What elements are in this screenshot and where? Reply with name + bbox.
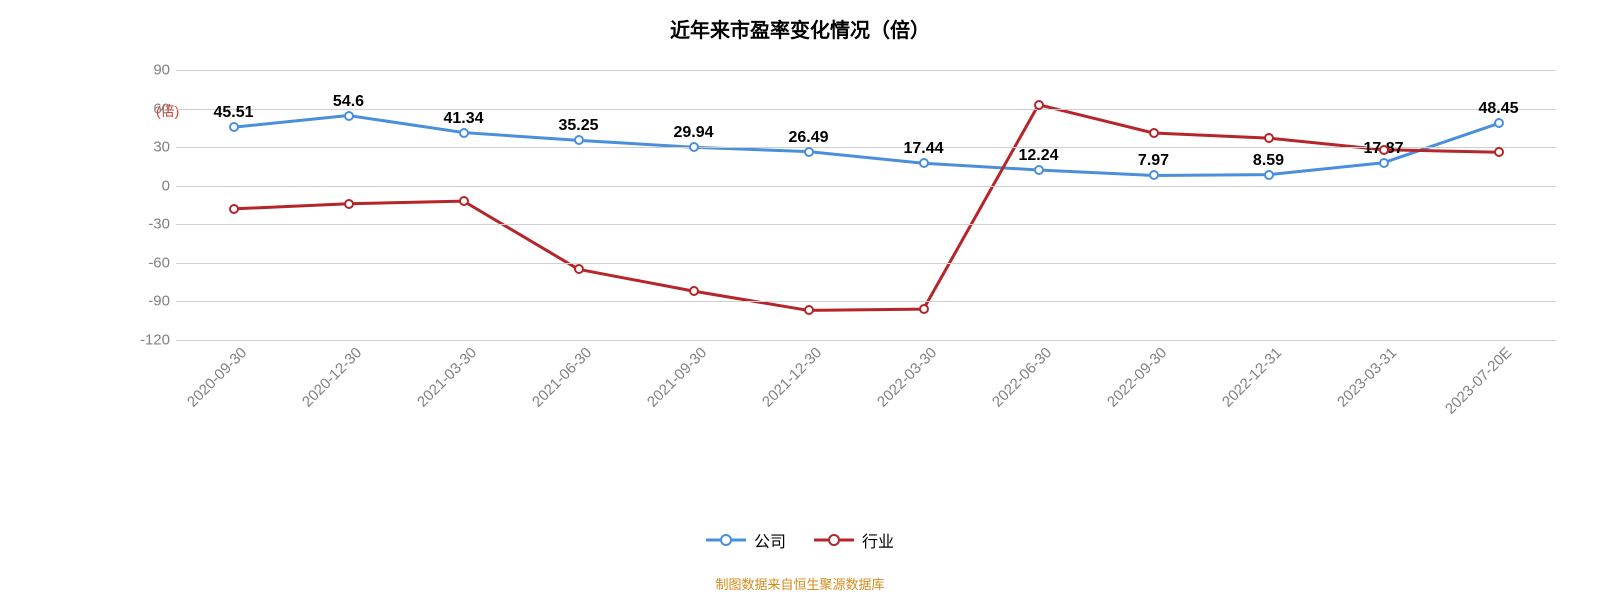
- series-marker: [1149, 170, 1159, 180]
- x-tick-label: 2022-12-31: [1214, 340, 1285, 411]
- line-layer: [176, 70, 1556, 340]
- y-tick-label: 0: [162, 177, 176, 194]
- y-tick-label: -120: [140, 332, 176, 349]
- series-marker: [344, 199, 354, 209]
- legend-swatch: [706, 533, 746, 547]
- series-marker: [919, 304, 929, 314]
- pe-ratio-chart: 近年来市盈率变化情况（倍） (倍) -120-90-60-30030609020…: [0, 0, 1600, 600]
- series-marker: [919, 158, 929, 168]
- series-marker: [574, 264, 584, 274]
- series-marker: [459, 196, 469, 206]
- series-marker: [689, 286, 699, 296]
- series-marker: [229, 204, 239, 214]
- x-tick-label: 2022-09-30: [1099, 340, 1170, 411]
- gridline: [176, 301, 1556, 302]
- x-tick-label: 2021-09-30: [639, 340, 710, 411]
- y-tick-label: -60: [148, 254, 176, 271]
- gridline: [176, 224, 1556, 225]
- series-marker: [1494, 118, 1504, 128]
- x-tick-label: 2023-07-20E: [1437, 340, 1515, 418]
- legend-label: 行业: [862, 528, 894, 552]
- y-tick-label: -90: [148, 293, 176, 310]
- legend-item: 行业: [814, 528, 894, 552]
- x-tick-label: 2022-06-30: [984, 340, 1055, 411]
- series-line: [234, 105, 1499, 311]
- chart-title: 近年来市盈率变化情况（倍）: [0, 14, 1600, 43]
- series-marker: [1034, 100, 1044, 110]
- series-marker: [1264, 170, 1274, 180]
- x-tick-label: 2021-03-30: [409, 340, 480, 411]
- y-tick-label: 90: [153, 62, 176, 79]
- series-marker: [1034, 165, 1044, 175]
- x-tick-label: 2021-06-30: [524, 340, 595, 411]
- series-marker: [229, 122, 239, 132]
- y-tick-label: -30: [148, 216, 176, 233]
- legend-item: 公司: [706, 528, 786, 552]
- gridline: [176, 263, 1556, 264]
- series-marker: [344, 111, 354, 121]
- gridline: [176, 147, 1556, 148]
- footer-note: 制图数据来自恒生聚源数据库: [0, 574, 1600, 593]
- plot-area: -120-90-60-3003060902020-09-302020-12-30…: [176, 70, 1556, 340]
- series-marker: [459, 128, 469, 138]
- gridline: [176, 186, 1556, 187]
- x-tick-label: 2021-12-30: [754, 340, 825, 411]
- legend-label: 公司: [754, 528, 786, 552]
- x-tick-label: 2020-12-30: [294, 340, 365, 411]
- series-marker: [1149, 128, 1159, 138]
- series-marker: [689, 142, 699, 152]
- series-marker: [1379, 145, 1389, 155]
- gridline: [176, 70, 1556, 71]
- x-tick-label: 2020-09-30: [179, 340, 250, 411]
- x-tick-label: 2023-03-31: [1329, 340, 1400, 411]
- y-tick-label: 30: [153, 139, 176, 156]
- legend: 公司 行业: [0, 528, 1600, 552]
- legend-swatch: [814, 533, 854, 547]
- gridline: [176, 340, 1556, 341]
- series-marker: [1379, 158, 1389, 168]
- series-marker: [804, 147, 814, 157]
- series-marker: [1494, 147, 1504, 157]
- series-line: [234, 116, 1499, 176]
- series-marker: [1264, 133, 1274, 143]
- gridline: [176, 109, 1556, 110]
- x-tick-label: 2022-03-30: [869, 340, 940, 411]
- series-marker: [804, 305, 814, 315]
- series-marker: [574, 135, 584, 145]
- y-tick-label: 60: [153, 100, 176, 117]
